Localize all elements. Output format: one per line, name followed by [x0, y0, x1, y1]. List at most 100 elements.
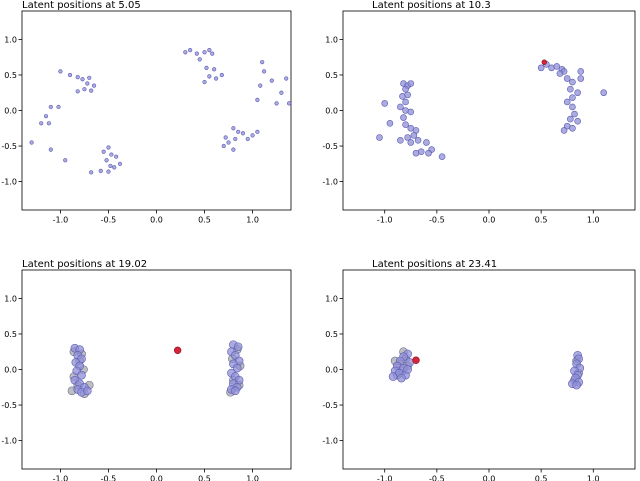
- data-point: [75, 74, 80, 80]
- data-point: [567, 115, 574, 123]
- data-point: [48, 104, 53, 110]
- data-point: [202, 50, 207, 55]
- chart-title: Latent positions at 19.02: [22, 259, 147, 270]
- y-tick-label: 0.5: [4, 330, 17, 339]
- data-point: [197, 57, 202, 62]
- y-tick-label: -1.0: [322, 178, 338, 187]
- data-point: [262, 69, 267, 74]
- data-point: [569, 103, 576, 111]
- x-tick-label: 0.5: [198, 475, 211, 481]
- data-point: [204, 65, 209, 70]
- data-point: [574, 117, 581, 125]
- data-point: [381, 100, 389, 107]
- data-point: [556, 70, 564, 77]
- data-point: [231, 126, 236, 131]
- x-tick-label: 1.0: [587, 475, 600, 481]
- y-tick-label: -0.5: [322, 142, 338, 151]
- plot-frame: [21, 10, 292, 211]
- data-point: [80, 77, 85, 82]
- chart-title: Latent positions at 23.41: [372, 259, 497, 270]
- x-tick-label: 0.0: [483, 216, 496, 225]
- data-point: [577, 75, 585, 82]
- data-point: [106, 169, 111, 174]
- chart-panel-1: Latent positions at 5.05 -1.0 -0.5 0.0 0.5 1.…: [1, 0, 292, 225]
- data-point: [245, 136, 250, 142]
- data-point: [63, 158, 68, 163]
- data-point: [106, 145, 111, 150]
- data-point: [563, 75, 571, 82]
- data-point: [569, 124, 576, 132]
- data-point: [269, 78, 274, 83]
- data-point: [577, 68, 585, 75]
- x-tick-label: -0.5: [429, 216, 445, 225]
- x-tick-label: -1.0: [377, 216, 393, 225]
- data-point: [236, 129, 241, 134]
- x-tick-label: 0.5: [535, 216, 548, 225]
- data-point: [188, 47, 193, 53]
- y-tick-label: 0.0: [4, 107, 17, 116]
- y-tick-label: 1.0: [325, 35, 338, 44]
- y-tick-label: -1.0: [322, 437, 338, 446]
- data-point: [255, 97, 260, 102]
- y-tick-label: 0.5: [4, 71, 17, 80]
- data-point: [219, 72, 224, 78]
- x-tick-label: 0.0: [150, 216, 163, 225]
- y-tick-label: 1.0: [4, 294, 17, 303]
- data-point: [210, 51, 215, 56]
- data-point: [207, 74, 212, 79]
- x-tick-label: 1.0: [246, 475, 259, 481]
- data-point: [258, 83, 263, 88]
- data-point: [250, 133, 255, 138]
- data-point: [397, 137, 404, 144]
- data-point: [400, 114, 407, 121]
- data-point: [403, 365, 412, 374]
- data-point: [221, 143, 226, 149]
- data-point: [574, 89, 581, 97]
- x-tick-label: -1.0: [377, 475, 393, 481]
- y-tick-label: 0.0: [325, 366, 338, 375]
- data-point: [114, 154, 119, 159]
- data-point: [58, 69, 63, 74]
- data-point: [43, 114, 49, 119]
- data-point: [407, 139, 415, 146]
- data-point: [260, 60, 265, 65]
- data-point: [83, 386, 92, 396]
- data-point: [407, 108, 415, 116]
- x-tick-label: -0.5: [429, 475, 445, 481]
- data-point: [212, 67, 217, 72]
- x-tick-label: 0.0: [483, 475, 496, 481]
- y-tick-label: 1.0: [4, 35, 17, 44]
- y-tick-label: -0.5: [1, 401, 17, 410]
- data-point: [404, 91, 411, 99]
- data-point: [567, 85, 574, 93]
- data-point: [569, 78, 576, 86]
- data-point-highlight: [173, 346, 182, 355]
- data-point: [194, 51, 199, 56]
- data-point: [91, 83, 97, 88]
- data-point: [423, 139, 430, 146]
- data-point: [87, 75, 92, 80]
- data-point: [233, 342, 243, 352]
- data-point: [183, 50, 188, 55]
- data-point: [82, 87, 87, 92]
- y-tick-label: -0.5: [322, 401, 338, 410]
- data-point-highlight: [412, 356, 420, 364]
- data-point: [39, 121, 44, 126]
- data-point: [89, 88, 94, 93]
- data-point: [376, 134, 383, 141]
- y-tick-label: 0.0: [325, 107, 338, 116]
- data-point: [407, 80, 415, 87]
- data-point: [386, 119, 394, 127]
- data-point: [404, 134, 411, 141]
- data-point: [56, 104, 61, 110]
- data-point: [101, 149, 106, 154]
- data-point-highlight: [541, 59, 547, 65]
- plot-frame: [342, 269, 636, 470]
- x-tick-label: 0.5: [535, 475, 548, 481]
- data-point: [572, 380, 581, 390]
- y-tick-label: 0.0: [4, 366, 17, 375]
- data-point: [397, 103, 404, 111]
- data-point: [98, 168, 103, 174]
- x-tick-label: -0.5: [101, 216, 117, 225]
- data-point: [109, 152, 114, 157]
